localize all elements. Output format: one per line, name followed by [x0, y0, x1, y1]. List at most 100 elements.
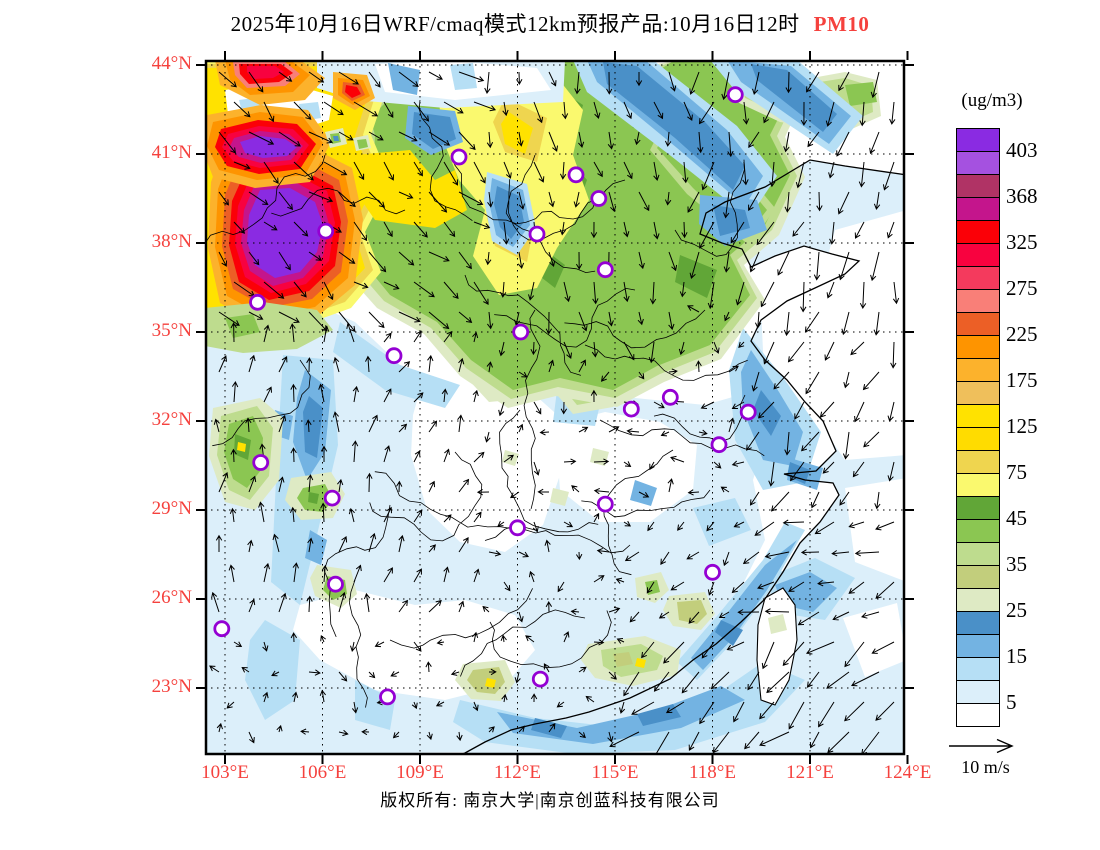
concentration-region — [353, 150, 467, 228]
colorbar-cell — [957, 405, 999, 428]
city-marker-icon — [622, 400, 640, 418]
colorbar-cell — [957, 589, 999, 612]
concentration-region — [494, 186, 524, 239]
colorbar-cell — [957, 681, 999, 704]
colorbar — [956, 128, 1000, 727]
colorbar-tick-label: 225 — [1006, 322, 1038, 346]
concentration-region — [357, 139, 368, 149]
lat-label: 35°N — [151, 320, 192, 341]
colorbar-tick-label: 5 — [1006, 690, 1017, 714]
coastline — [459, 159, 905, 755]
city-marker-icon — [213, 620, 231, 638]
colorbar-cell — [957, 497, 999, 520]
city-marker-icon — [450, 148, 468, 166]
colorbar-cell — [957, 198, 999, 221]
colorbar-tick-label: 325 — [1006, 230, 1038, 254]
concentration-region — [550, 488, 569, 506]
concentration-region — [613, 652, 633, 667]
concentration-region — [412, 112, 456, 149]
lat-label: 38°N — [151, 231, 192, 252]
lon-label: 109°E — [396, 762, 444, 783]
concentration-region — [713, 205, 750, 236]
colorbar-cell — [957, 221, 999, 244]
city-marker-icon — [704, 563, 721, 581]
colorbar-tick-label: 25 — [1006, 598, 1027, 622]
lat-label: 41°N — [151, 142, 192, 163]
concentration-region — [303, 396, 323, 458]
colorbar-cell — [957, 428, 999, 451]
city-marker-icon — [596, 261, 614, 279]
colorbar-cell — [957, 152, 999, 175]
lat-label: 44°N — [151, 53, 192, 74]
colorbar-cell — [957, 451, 999, 474]
city-marker-icon — [528, 225, 546, 243]
concentration-region — [411, 378, 563, 552]
city-marker-icon — [590, 190, 608, 207]
colorbar-cell — [957, 267, 999, 290]
colorbar-cell — [957, 175, 999, 198]
concentration-region — [240, 136, 297, 158]
map-frame — [204, 59, 906, 756]
city-marker-icon — [512, 323, 530, 341]
colorbar-cell — [957, 520, 999, 543]
copyright-text: 版权所有: 南京大学|南京创蓝科技有限公司 — [380, 791, 720, 810]
colorbar-tick-label: 275 — [1006, 276, 1038, 300]
lon-label: 115°E — [591, 762, 639, 783]
concentration-region — [757, 588, 797, 705]
concentration-region — [768, 614, 787, 634]
lon-label: 106°E — [298, 762, 347, 783]
colorbar-cell — [957, 658, 999, 681]
colorbar-cell — [957, 244, 999, 267]
concentration-region — [630, 480, 657, 506]
colorbar-unit-label: (ug/m3) — [961, 90, 1023, 111]
concentration-region — [843, 603, 905, 677]
lon-label: 112°E — [494, 762, 541, 783]
concentration-region — [691, 540, 797, 670]
city-marker-icon — [385, 347, 403, 365]
lon-label: 118°E — [689, 762, 736, 783]
lat-label: 26°N — [151, 587, 192, 608]
concentration-region — [677, 600, 707, 624]
lat-label: 32°N — [151, 409, 192, 430]
concentration-region — [450, 63, 477, 90]
pm10-concentration-map — [196, 51, 914, 764]
colorbar-tick-label: 368 — [1006, 184, 1038, 208]
concentration-region — [333, 322, 460, 408]
concentration-region — [245, 620, 300, 720]
city-marker-icon — [596, 495, 614, 513]
concentration-region — [675, 255, 717, 298]
colorbar-tick-label: 75 — [1006, 460, 1027, 484]
axis-ticks — [196, 51, 914, 764]
city-marker-icon — [379, 688, 396, 706]
concentration-region — [751, 64, 837, 132]
concentration-region — [437, 62, 589, 295]
concentration-region — [603, 62, 745, 190]
colorbar-tick-label: 175 — [1006, 368, 1038, 392]
colorbar-cell — [957, 382, 999, 405]
colorbar-cell — [957, 635, 999, 658]
city-marker-icon — [661, 388, 679, 406]
colorbar-cell — [957, 704, 999, 726]
colorbar-cell — [957, 474, 999, 497]
colorbar-tick-label: 403 — [1006, 138, 1038, 162]
city-marker-icon — [252, 454, 270, 471]
concentration-region — [693, 498, 751, 546]
concentration-region — [237, 442, 246, 452]
colorbar-cell — [957, 129, 999, 152]
colorbar-cell — [957, 290, 999, 313]
concentration-region — [753, 390, 781, 436]
concentration-region — [635, 658, 646, 668]
city-marker-icon — [567, 166, 585, 184]
city-marker-icon — [726, 86, 744, 104]
colorbar-tick-label: 45 — [1006, 506, 1027, 530]
map-layers — [205, 60, 905, 755]
concentration-region — [467, 667, 505, 694]
concentration-region — [333, 136, 339, 141]
taiwan-outline — [756, 587, 798, 706]
colorbar-cell — [957, 612, 999, 635]
species-badge: PM10 — [813, 12, 870, 36]
city-marker-icon — [323, 489, 341, 507]
lon-label: 103°E — [201, 762, 249, 783]
lon-label: 121°E — [786, 762, 834, 783]
city-marker-icon — [509, 519, 526, 537]
